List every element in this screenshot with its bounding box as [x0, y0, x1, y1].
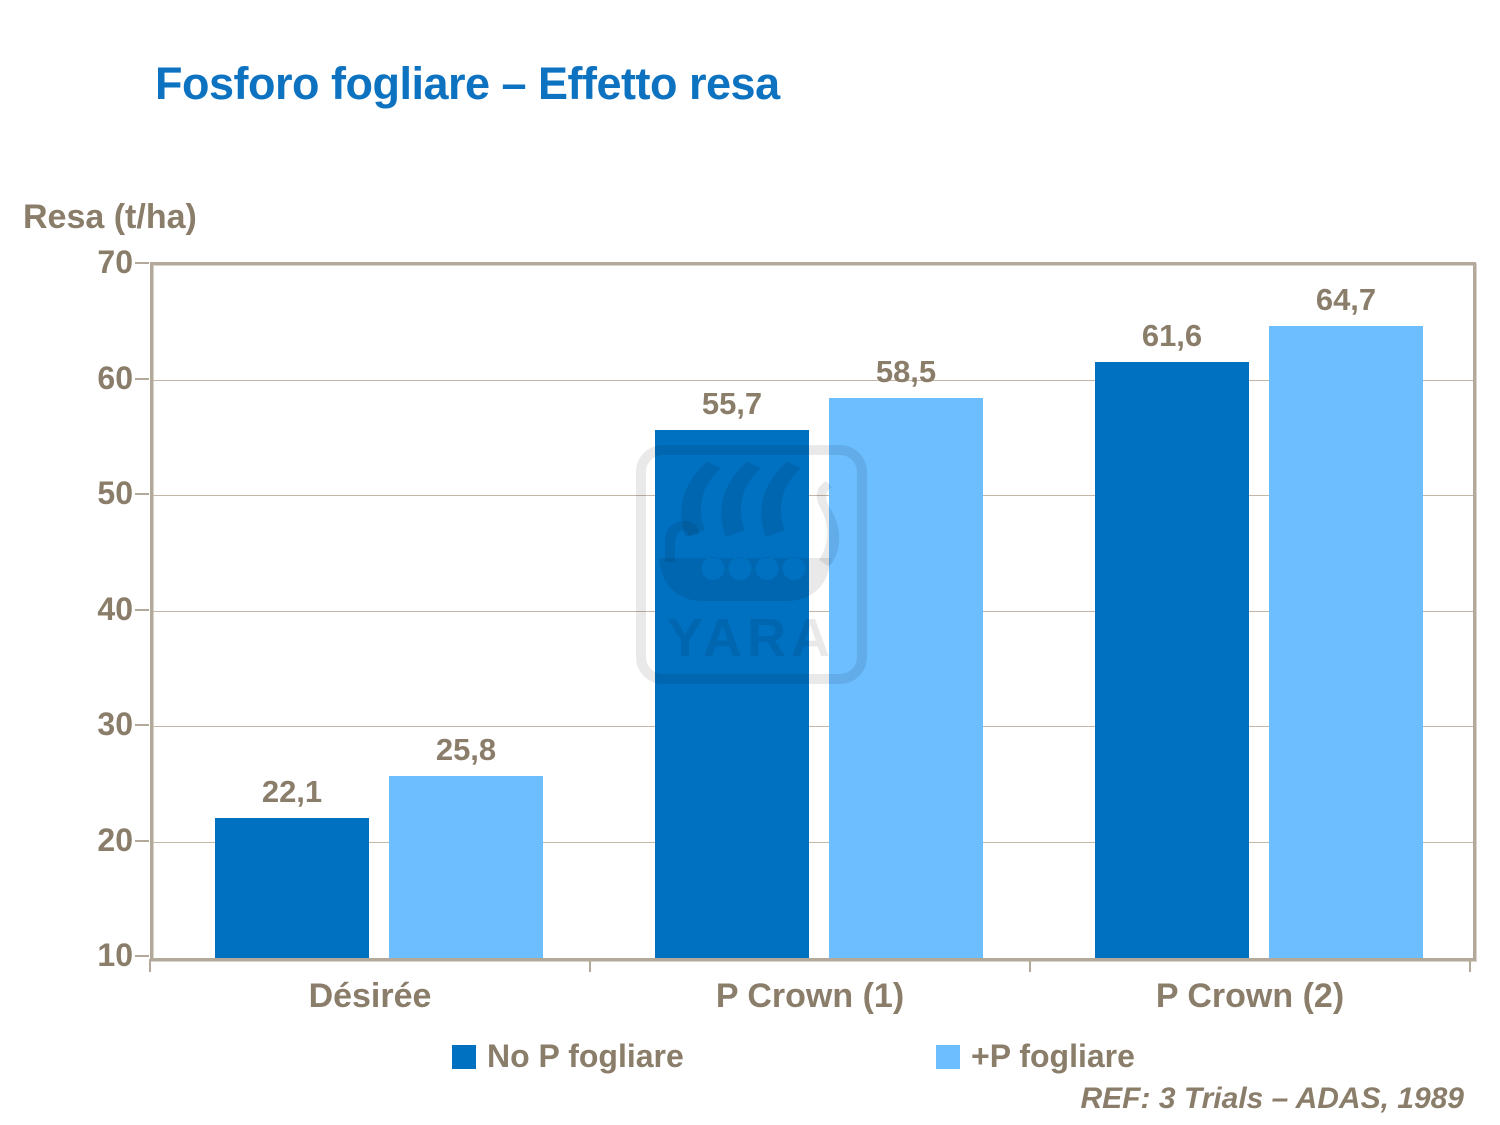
y-tick-label: 50 — [97, 475, 133, 511]
x-tick — [589, 959, 591, 972]
legend-label: +P fogliare — [971, 1038, 1135, 1074]
legend-swatch-light-blue — [936, 1044, 960, 1069]
x-tick — [1469, 959, 1471, 972]
y-tick-label: 20 — [97, 821, 133, 858]
bar-value-label: 55,7 — [701, 386, 763, 422]
y-axis-title: Resa (t/ha) — [23, 198, 197, 236]
gridline — [153, 841, 1473, 843]
x-tick — [1029, 959, 1031, 972]
plot-area: YARA 22,125,855,758,561,664,7 — [150, 262, 1476, 961]
bar-value-label: 64,7 — [1315, 282, 1377, 318]
bar-plus-p-2 — [829, 397, 983, 958]
bar-value-label: 58,5 — [875, 353, 937, 389]
y-tick-label: 70 — [97, 244, 133, 280]
y-tick — [135, 493, 149, 495]
y-tick-label: 40 — [97, 590, 133, 627]
category-label: P Crown (1) — [715, 977, 905, 1015]
y-tick — [135, 839, 149, 842]
bar-value-label: 22,1 — [261, 774, 323, 810]
bar-value-label: 25,8 — [435, 731, 497, 767]
gridline — [153, 610, 1473, 612]
gridline — [153, 726, 1473, 727]
legend-item-plus-p-fogliare: +P fogliare — [936, 1038, 1135, 1075]
legend-label: No P fogliare — [487, 1038, 684, 1074]
chart-title: Fosforo fogliare – Effetto resa — [155, 58, 780, 109]
category-label: Désirée — [308, 977, 432, 1015]
legend-swatch-dark-blue — [452, 1044, 476, 1069]
legend-item-no-p-fogliare: No P fogliare — [452, 1038, 684, 1075]
gridline — [153, 379, 1473, 381]
y-tick — [135, 955, 149, 957]
y-tick-label: 30 — [97, 706, 133, 742]
y-tick — [135, 377, 149, 380]
y-tick — [135, 724, 149, 726]
bar-plus-p-3 — [1269, 326, 1423, 958]
category-label: P Crown (2) — [1155, 977, 1345, 1015]
reference-note: REF: 3 Trials – ADAS, 1989 — [1080, 1082, 1465, 1115]
bar-no-p-1 — [215, 818, 369, 958]
bar-no-p-3 — [1095, 362, 1249, 958]
y-tick — [135, 262, 149, 264]
bar-plus-p-1 — [389, 775, 543, 958]
y-tick — [135, 608, 149, 611]
bar-value-label: 61,6 — [1141, 318, 1203, 354]
gridline — [153, 495, 1473, 496]
legend: No P fogliare +P fogliare — [0, 1038, 1500, 1078]
bar-no-p-2 — [655, 430, 809, 958]
x-tick — [149, 959, 151, 972]
y-tick-label: 60 — [97, 359, 133, 396]
y-tick-label: 10 — [97, 937, 133, 973]
